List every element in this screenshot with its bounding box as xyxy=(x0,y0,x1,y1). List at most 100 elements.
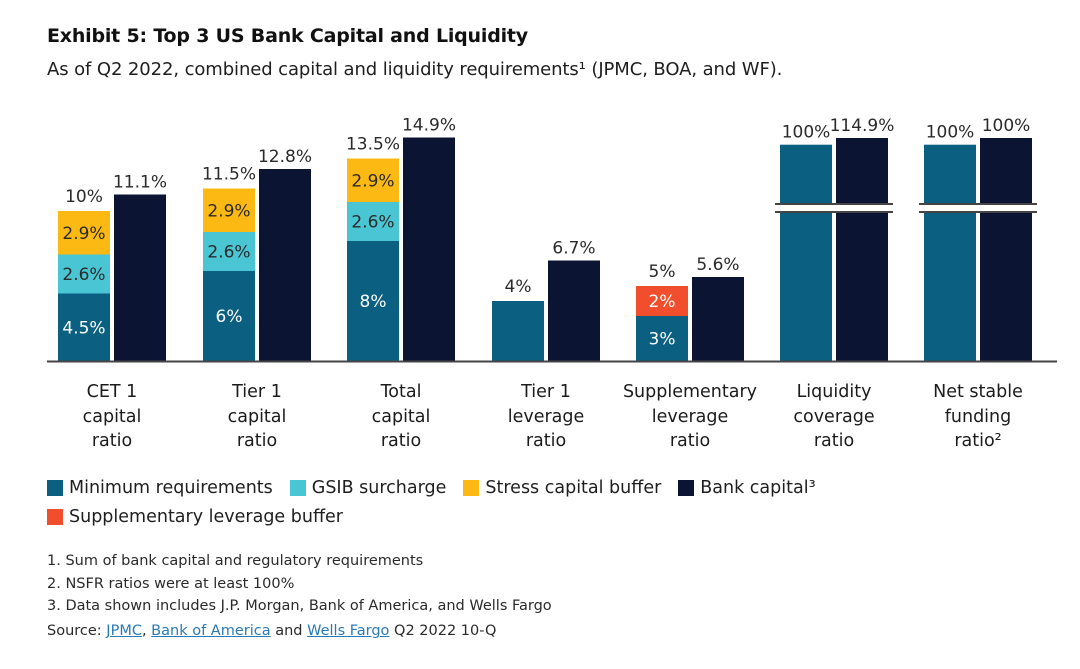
category-label-line: ratio² xyxy=(954,431,1002,451)
bar-segment-minimum xyxy=(636,316,688,361)
bar-bank-capital-label: 14.9% xyxy=(402,116,456,136)
category-label-line: CET 1 xyxy=(86,382,138,402)
bar-segment-minimum xyxy=(347,241,399,361)
category-label: Total capital ratio xyxy=(326,380,476,454)
category-label: Tier 1 leverage ratio xyxy=(471,380,621,454)
category-label-line: capital xyxy=(371,406,431,427)
legend-label: Bank capital³ xyxy=(700,478,816,498)
segment-label: 8% xyxy=(360,292,387,312)
bar-bank-capital xyxy=(692,277,744,361)
legend-item-minimum: Minimum requirements xyxy=(47,478,273,498)
footnote-1: 1. Sum of bank capital and regulatory re… xyxy=(47,553,424,569)
legend-swatch-slb xyxy=(47,509,63,525)
bar-bank-capital-label: 6.7% xyxy=(552,239,595,259)
segment-label: 2.6% xyxy=(62,265,105,285)
bar-segment-slb xyxy=(636,286,688,316)
bar-bank-capital xyxy=(114,194,166,361)
source-sep: and xyxy=(270,623,308,639)
chart-title: Exhibit 5: Top 3 US Bank Capital and Liq… xyxy=(47,25,528,47)
legend-item-gsib: GSIB surcharge xyxy=(289,478,447,498)
source-link-wells-fargo[interactable]: Wells Fargo xyxy=(307,623,390,639)
category-label-line: ratio xyxy=(525,431,567,451)
chart-subtitle: As of Q2 2022, combined capital and liqu… xyxy=(47,59,783,80)
bar-segment-gsib xyxy=(347,202,399,241)
bar-total-label: 100% xyxy=(782,123,831,143)
bar-segment-minimum xyxy=(780,144,832,361)
bar-segment-minimum xyxy=(924,144,976,361)
bar-total-label: 11.5% xyxy=(202,165,256,185)
bar-bank-capital xyxy=(980,138,1032,361)
legend-item-bank-capital: Bank capital³ xyxy=(678,478,816,498)
bar-segment-stress xyxy=(58,211,110,255)
bar-bank-capital xyxy=(836,138,888,361)
segment-label: 2.9% xyxy=(207,201,250,221)
bar-chart: 4.5% 2.6% 2.9% 10% 11.1% 6% 2.6% 2.9% 11.5%12.8%… xyxy=(47,116,1057,363)
legend-swatch-minimum xyxy=(47,480,63,496)
footnotes: 1. Sum of bank capital and regulatory re… xyxy=(47,550,552,618)
source-line: Source: JPMC, Bank of America and Wells … xyxy=(47,623,496,639)
category-label-line: Liquidity xyxy=(796,382,872,402)
bar-bank-capital-label: 114.9% xyxy=(830,116,895,136)
category-label-line: capital xyxy=(227,406,287,427)
category-label-line: ratio xyxy=(236,431,278,451)
bar-segment-gsib xyxy=(203,232,255,271)
bar-segment-gsib xyxy=(58,254,110,294)
source-prefix: Source: xyxy=(47,623,107,639)
category-label-line: ratio xyxy=(813,431,855,451)
category-label: Net stable funding ratio² xyxy=(903,380,1053,454)
source-link-jpmc[interactable]: JPMC xyxy=(106,623,142,639)
legend-row-1: Minimum requirements GSIB surcharge Stre… xyxy=(47,478,833,498)
category-label-line: leverage xyxy=(651,406,729,427)
category-label-line: Supplementary xyxy=(622,382,758,402)
legend-row-2: Supplementary leverage buffer xyxy=(47,507,360,527)
category-label-line: coverage xyxy=(793,406,875,427)
legend-label: Minimum requirements xyxy=(69,478,273,498)
footnote-3: 3. Data shown includes J.P. Morgan, Bank… xyxy=(47,598,552,614)
legend-swatch-stress xyxy=(463,480,480,496)
bar-bank-capital-label: 11.1% xyxy=(113,173,167,193)
segment-label: 2.6% xyxy=(351,213,394,233)
legend-label: GSIB surcharge xyxy=(311,478,447,498)
axis-break-gap xyxy=(919,205,1037,211)
segment-label: 4.5% xyxy=(62,318,105,338)
segment-label: 2.6% xyxy=(207,243,250,263)
bar-segment-stress xyxy=(347,158,399,202)
category-label-line: Net stable xyxy=(933,382,1023,402)
legend-swatch-bank-capital xyxy=(678,480,695,496)
category-label: CET 1 capital ratio xyxy=(37,380,187,454)
footnote-2: 2. NSFR ratios were at least 100% xyxy=(47,575,295,592)
source-link-boa[interactable]: Bank of America xyxy=(151,623,271,639)
segment-label: 2.9% xyxy=(351,171,394,191)
segment-label: 2.9% xyxy=(62,224,105,244)
segment-label: 6% xyxy=(216,307,243,327)
segment-label: 3% xyxy=(649,330,676,350)
legend-label: Stress capital buffer xyxy=(485,478,662,498)
category-label-line: ratio xyxy=(91,431,133,451)
bar-bank-capital xyxy=(548,260,600,361)
bar-bank-capital-label: 12.8% xyxy=(258,147,312,167)
category-label-line: Total xyxy=(380,382,422,402)
legend-item-stress: Stress capital buffer xyxy=(463,478,661,498)
legend-item-slb: Supplementary leverage buffer xyxy=(47,507,343,527)
bar-segment-stress xyxy=(203,188,255,232)
bar-bank-capital-label: 5.6% xyxy=(696,255,739,275)
bar-total-label: 100% xyxy=(926,123,975,143)
category-label: Tier 1 capital ratio xyxy=(182,380,332,454)
bar-bank-capital xyxy=(403,137,455,361)
bar-total-label: 5% xyxy=(649,262,676,282)
segment-label: 2% xyxy=(649,292,676,312)
bar-bank-capital xyxy=(259,169,311,361)
category-label-line: Tier 1 xyxy=(232,382,282,402)
category-label: Supplementary leverage ratio xyxy=(615,380,765,454)
bar-total-label: 13.5% xyxy=(346,135,400,155)
bar-segment-minimum xyxy=(58,293,110,361)
legend-swatch-gsib xyxy=(289,480,306,496)
category-label: Liquidity coverage ratio xyxy=(759,380,909,454)
category-label-line: ratio xyxy=(669,431,711,451)
legend-label: Supplementary leverage buffer xyxy=(69,507,343,527)
category-label-line: funding xyxy=(944,406,1012,427)
bar-bank-capital-label: 100% xyxy=(982,116,1031,136)
category-label-line: Tier 1 xyxy=(521,382,571,402)
bar-total-label: 10% xyxy=(65,187,103,207)
category-label-line: capital xyxy=(82,406,142,427)
